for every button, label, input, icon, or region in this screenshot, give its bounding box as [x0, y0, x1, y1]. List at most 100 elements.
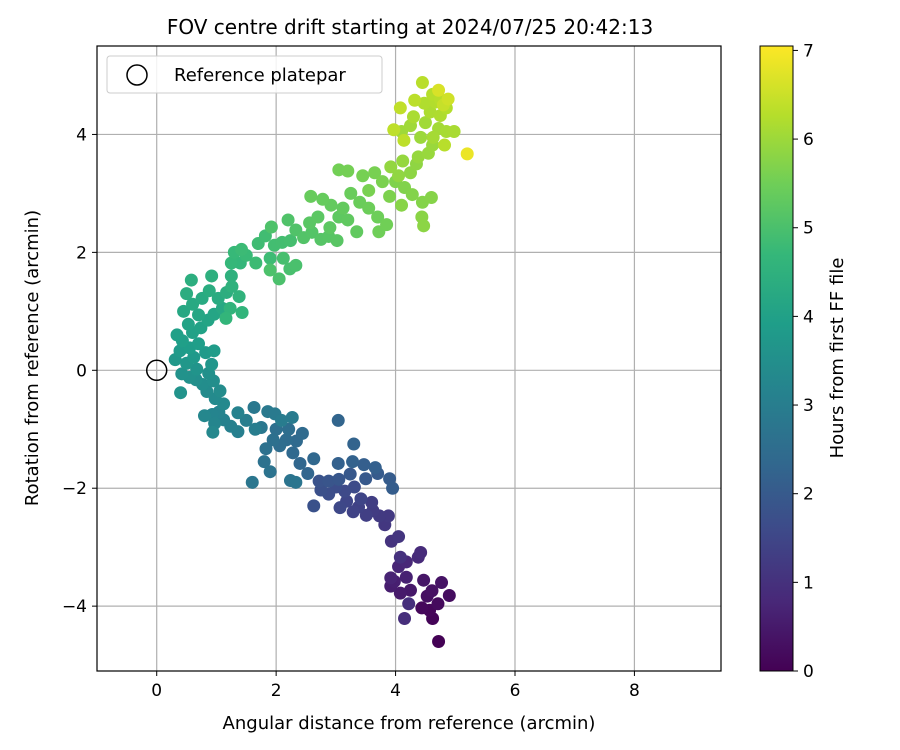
- colorbar-label: Hours from first FF file: [827, 258, 848, 459]
- scatter-point: [403, 583, 417, 597]
- scatter-point: [392, 169, 406, 183]
- scatter-point: [417, 219, 431, 233]
- scatter-point: [245, 475, 259, 489]
- scatter-point: [432, 83, 446, 97]
- scatter-point: [275, 413, 289, 427]
- scatter-point: [398, 612, 412, 626]
- scatter-point: [399, 570, 413, 584]
- scatter-point: [307, 499, 321, 513]
- colorbar-tick-label: 6: [803, 130, 814, 150]
- scatter-point: [239, 413, 253, 427]
- scatter-point: [330, 234, 344, 248]
- scatter-point: [192, 308, 206, 322]
- scatter-point: [202, 284, 216, 298]
- colorbar-tick-label: 5: [803, 219, 814, 239]
- colorbar-tick-label: 3: [803, 396, 814, 416]
- scatter-point: [386, 481, 400, 495]
- scatter-point: [442, 589, 456, 603]
- scatter-point: [235, 242, 249, 256]
- scatter-point: [393, 101, 407, 115]
- scatter-point: [192, 337, 206, 351]
- scatter-point: [387, 123, 401, 137]
- scatter-point: [235, 306, 249, 320]
- scatter-point: [295, 426, 309, 440]
- scatter-point: [350, 225, 364, 239]
- scatter-point: [415, 76, 429, 90]
- scatter-point: [263, 263, 277, 277]
- scatter-point: [384, 160, 398, 174]
- scatter-point: [184, 273, 198, 287]
- scatter-point: [282, 422, 296, 436]
- scatter-point: [331, 456, 345, 470]
- scatter-point: [316, 192, 330, 206]
- scatter-point: [424, 191, 438, 205]
- scatter-point: [438, 138, 452, 152]
- scatter-point: [283, 234, 297, 248]
- scatter-point: [181, 317, 195, 331]
- scatter-point: [175, 367, 189, 381]
- scatter-point: [286, 446, 300, 460]
- x-tick-label: 8: [629, 681, 640, 701]
- scatter-point: [207, 344, 221, 358]
- scatter-point: [180, 287, 194, 301]
- scatter-point: [432, 635, 446, 649]
- scatter-point: [392, 530, 406, 544]
- scatter-point: [289, 258, 303, 272]
- scatter-point: [247, 400, 261, 414]
- scatter-point: [301, 466, 315, 480]
- scatter-point: [414, 545, 428, 559]
- scatter-point: [396, 154, 410, 168]
- scatter-point: [186, 297, 200, 311]
- x-axis-label: Angular distance from reference (arcmin): [223, 713, 596, 734]
- scatter-point: [415, 601, 429, 615]
- scatter-point: [395, 198, 409, 212]
- colorbar-tick-label: 7: [803, 41, 814, 61]
- scatter-point: [304, 189, 318, 203]
- scatter-point: [293, 456, 307, 470]
- scatter-point: [405, 188, 419, 202]
- scatter-point: [248, 422, 262, 436]
- scatter-point: [414, 130, 428, 144]
- scatter-point: [205, 269, 219, 283]
- colorbar-ticks: 0 1 2 3 4 5 6 7: [793, 41, 814, 682]
- scatter-point: [406, 110, 420, 124]
- colorbar-tick-label: 1: [803, 573, 814, 593]
- scatter-point: [170, 328, 184, 342]
- colorbar-tick-label: 4: [803, 307, 814, 327]
- scatter-point: [289, 475, 303, 489]
- scatter-point: [426, 130, 440, 144]
- legend: Reference platepar: [106, 55, 383, 94]
- scatter-point: [259, 442, 273, 456]
- scatter-point: [343, 467, 357, 481]
- scatter-point: [341, 164, 355, 178]
- scatter-point: [249, 256, 263, 270]
- scatter-point: [332, 472, 346, 486]
- scatter-point: [431, 597, 445, 611]
- scatter-point: [266, 433, 280, 447]
- scatter-point: [365, 495, 379, 509]
- reference-point-marker: [145, 359, 168, 382]
- scatter-points: [168, 76, 474, 649]
- scatter-point: [411, 150, 425, 164]
- scatter-point: [371, 210, 385, 224]
- y-tick-label: 4: [76, 125, 87, 145]
- scatter-point: [224, 256, 238, 270]
- scatter-point: [368, 166, 382, 180]
- scatter-point: [447, 124, 461, 138]
- y-tick-label: −4: [62, 597, 87, 617]
- scatter-point: [393, 586, 407, 600]
- scatter-point: [213, 384, 227, 398]
- colorbar-tick-label: 0: [803, 662, 814, 682]
- scatter-point: [225, 280, 239, 294]
- scatter-point: [311, 210, 325, 224]
- scatter-point: [312, 474, 326, 488]
- scatter-point: [322, 474, 336, 488]
- scatter-point: [381, 509, 395, 523]
- scatter-point: [347, 437, 361, 451]
- scatter-point: [435, 576, 449, 590]
- scatter-point: [263, 465, 277, 479]
- scatter-point: [356, 169, 370, 183]
- scatter-point: [402, 597, 416, 611]
- scatter-point: [263, 251, 277, 265]
- scatter-point: [219, 311, 233, 325]
